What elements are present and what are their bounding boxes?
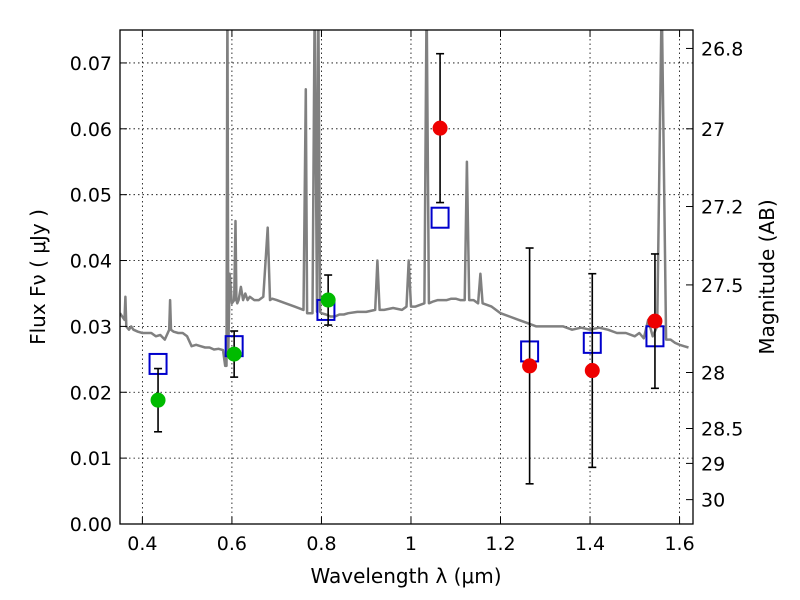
y-tick-label: 0.06 xyxy=(70,119,112,141)
x-tick-label: 1.4 xyxy=(575,533,605,555)
right-tick-label: 26.8 xyxy=(701,38,743,60)
y-tick-label: 0.05 xyxy=(70,185,112,207)
x-tick-label: 1.6 xyxy=(664,533,694,555)
x-tick-label: 1 xyxy=(405,533,417,555)
x-tick-label: 1.2 xyxy=(485,533,515,555)
plot-background xyxy=(120,30,693,524)
right-tick-label: 28 xyxy=(701,363,725,385)
model-square-point xyxy=(430,206,450,229)
data-marks xyxy=(120,30,689,485)
y-tick-label: 0.04 xyxy=(70,251,112,273)
observed-flux-point xyxy=(320,292,336,308)
y-tick-label: 0.01 xyxy=(70,448,112,470)
observed-flux-point xyxy=(226,346,242,362)
observed-flux-point xyxy=(150,392,166,408)
right-tick-label: 28.5 xyxy=(701,418,743,440)
spectrum-line xyxy=(120,30,689,368)
x-axis-label: Wavelength λ (μm) xyxy=(310,564,501,588)
x-tick-label: 0.6 xyxy=(217,533,247,555)
y-tick-label: 0.03 xyxy=(70,316,112,338)
y-tick-label: 0.02 xyxy=(70,382,112,404)
right-tick-label: 27 xyxy=(701,119,725,141)
right-tick-label: 27.2 xyxy=(701,197,743,219)
ticks: 0.4 0.6 0.8 1 1.2 1.4 1.6 0.00 0.01 0.02 0.03 0.04 0… xyxy=(70,30,743,555)
right-tick-label: 30 xyxy=(701,490,725,512)
x-tick-label: 0.4 xyxy=(127,533,157,555)
observed-flux-point xyxy=(647,313,663,329)
y-tick-label: 0.07 xyxy=(70,53,112,75)
right-tick-label: 29 xyxy=(701,453,725,475)
observed-flux-point xyxy=(522,358,538,374)
right-tick-label: 27.5 xyxy=(701,275,743,297)
y-axis-right-label: Magnitude (AB) xyxy=(755,199,779,354)
grid xyxy=(120,30,693,525)
observed-flux-point xyxy=(584,363,600,379)
x-tick-label: 0.8 xyxy=(306,533,336,555)
y-axis-label: Flux Fν ( μJy ) xyxy=(26,209,50,345)
plot-frame xyxy=(119,29,694,525)
y-tick-label: 0.00 xyxy=(70,514,112,536)
observed-flux-point xyxy=(432,120,448,136)
